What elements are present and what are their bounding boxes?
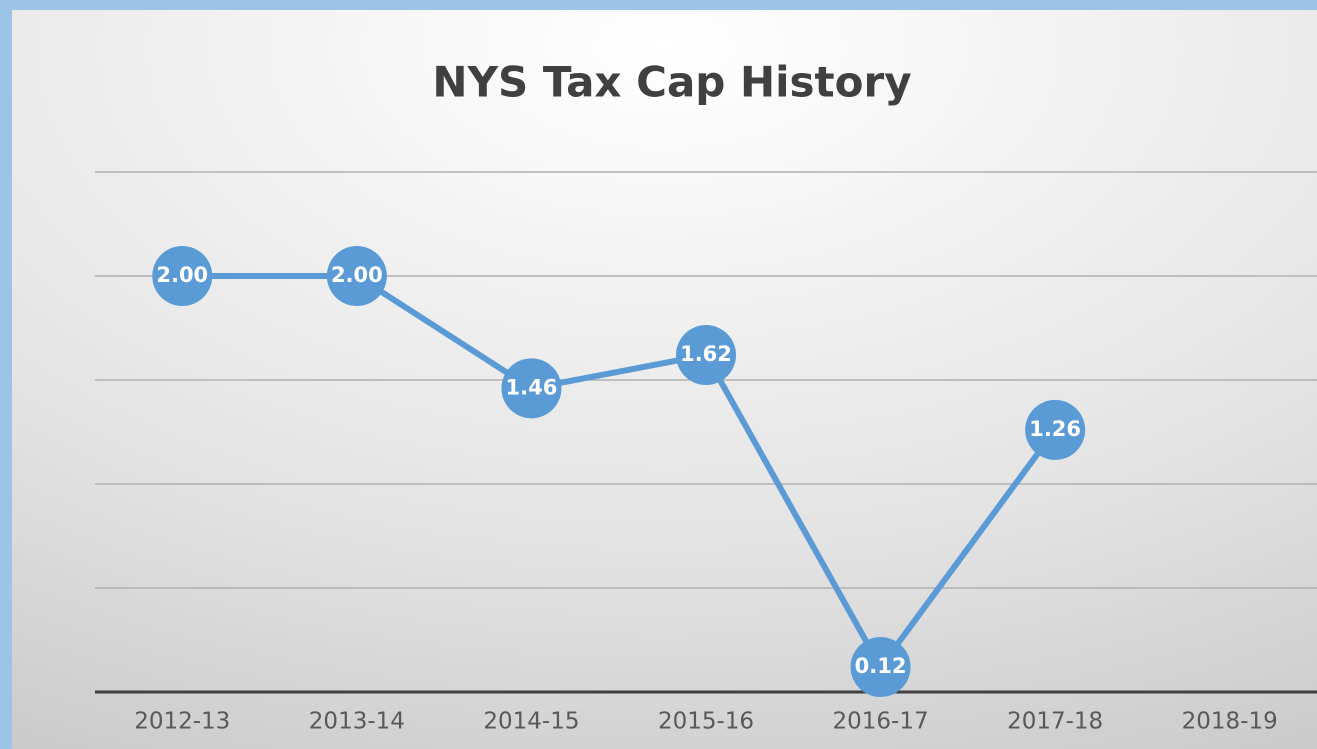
x-tick-label: 2016-17 [833,709,929,735]
x-tick-label: 2014-15 [483,709,579,735]
x-tick-label: 2012-13 [134,709,230,735]
marker [326,246,387,306]
data-label: 1.62 [680,342,732,366]
x-tick-label: 2015-16 [658,709,754,735]
marker [501,358,562,419]
marker [850,637,911,698]
marker [1025,399,1086,460]
x-tick-label: 2017-18 [1007,709,1103,735]
data-label: 2.00 [331,263,383,287]
x-tick-label: 2018-19 [1182,709,1278,735]
marker [152,246,213,306]
x-tick-label: 2013-14 [309,709,405,735]
chart-title: NYS Tax Cap History [432,58,911,107]
marker [676,325,736,386]
data-label: 0.12 [855,654,907,678]
data-label: 1.26 [1029,417,1081,441]
data-label: 2.00 [156,263,208,287]
data-label: 1.46 [506,375,558,399]
